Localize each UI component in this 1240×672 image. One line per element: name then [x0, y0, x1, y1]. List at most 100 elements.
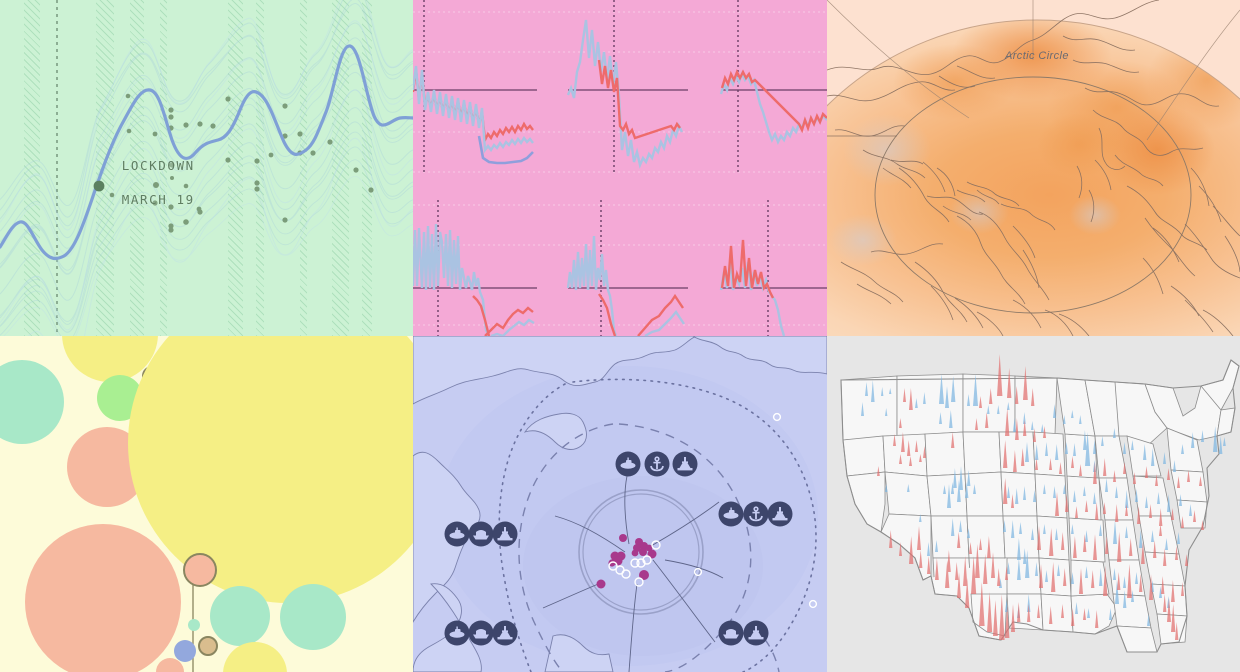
- graticule: [827, 0, 1240, 141]
- bubble[interactable]: [210, 586, 270, 646]
- arctic-circle-line: [874, 76, 1192, 314]
- panel-lockdown-mobility: LOCKDOWN MARCH 19: [0, 0, 413, 336]
- series-red-recovery: [637, 293, 684, 336]
- series-blue-flat: [477, 135, 534, 165]
- lockdown-annotation-line1: LOCKDOWN: [121, 158, 195, 173]
- bubble[interactable]: [67, 427, 147, 507]
- series-red: [598, 293, 617, 336]
- bubble[interactable]: [183, 553, 217, 587]
- dispute-ring-inner: [582, 493, 700, 611]
- spikes-blue: [861, 374, 1226, 626]
- bubble[interactable]: [156, 658, 184, 672]
- icon-group-southeast: [718, 620, 769, 646]
- hatch-band: [256, 0, 264, 336]
- bubble[interactable]: [223, 642, 287, 672]
- lockdown-annotation: LOCKDOWN MARCH 19: [67, 140, 195, 225]
- globe-surface: [827, 20, 1240, 336]
- bubble[interactable]: [280, 584, 346, 650]
- icon-group-west: [444, 521, 518, 547]
- badge-anchor[interactable]: [644, 451, 670, 477]
- badge-submarine[interactable]: [615, 451, 641, 477]
- badge-oil-rig[interactable]: [767, 501, 793, 527]
- uncertainty-lines: [0, 0, 413, 336]
- bubble[interactable]: [0, 360, 64, 444]
- badge-oil-rig[interactable]: [492, 620, 518, 646]
- facet-6: [719, 200, 827, 336]
- primary-mobility-line: [0, 44, 413, 261]
- series-red: [597, 59, 681, 140]
- facet-1: [413, 0, 537, 172]
- badge-ship[interactable]: [468, 620, 494, 646]
- bubbles: [0, 336, 413, 672]
- bubble[interactable]: [174, 640, 196, 662]
- leader-lines: [542, 475, 724, 672]
- badge-oil-rig[interactable]: [743, 620, 769, 646]
- lockdown-marker-dot: [93, 180, 105, 192]
- national-outline: [840, 359, 1240, 653]
- city-scatter-points: [109, 93, 374, 233]
- landmasses: [413, 336, 827, 672]
- lockdown-annotation-line2: MARCH 19: [121, 192, 195, 207]
- coastlines: [827, 0, 1240, 336]
- claim-boundary-west: [518, 423, 614, 672]
- small-multiples-svg: [413, 0, 827, 336]
- bubble[interactable]: [62, 336, 158, 382]
- series-red: [472, 295, 491, 336]
- badge-oil-rig[interactable]: [492, 521, 518, 547]
- arctic-circle-label: Arctic Circle: [1005, 50, 1069, 62]
- dispute-ring-outer: [578, 489, 704, 615]
- panel-south-china-sea: [413, 336, 827, 672]
- bubble-chart-svg: [0, 336, 413, 672]
- badge-ship[interactable]: [718, 620, 744, 646]
- hatch-band: [160, 0, 167, 336]
- bubble[interactable]: [188, 619, 200, 631]
- panel-small-multiples: [413, 0, 827, 336]
- us-spike-map-svg: [840, 354, 1240, 653]
- badge-submarine[interactable]: [718, 501, 744, 527]
- hatch-band: [332, 0, 349, 336]
- spikes-red: [877, 354, 1204, 640]
- facet-4: [413, 200, 537, 336]
- series-blue: [566, 235, 618, 336]
- series-red: [720, 69, 827, 134]
- bubble[interactable]: [198, 636, 218, 656]
- panel-us-county-spikes: [827, 336, 1240, 672]
- badge-submarine[interactable]: [444, 521, 470, 547]
- uncertainty-lines-secondary: [0, 0, 413, 336]
- series-blue: [566, 19, 684, 169]
- nine-dash-line: [572, 378, 817, 672]
- county-spikes: [861, 354, 1226, 640]
- incident-points[interactable]: [596, 534, 657, 589]
- icon-group-southwest: [444, 620, 518, 646]
- hatch-band: [24, 0, 40, 336]
- panel-bankruptcy-bubbles: Hertz J.C. Penney: [0, 336, 413, 672]
- bubble[interactable]: [97, 375, 143, 421]
- series-red: [720, 239, 775, 299]
- icon-group-north: [615, 451, 698, 477]
- claim-boundary: [618, 423, 752, 672]
- facet-2: [566, 0, 688, 172]
- badge-ship[interactable]: [468, 521, 494, 547]
- series-blue: [413, 65, 534, 154]
- hatch-band: [130, 0, 144, 336]
- series-red-recovery: [484, 306, 534, 336]
- south-china-sea-svg: [413, 336, 827, 672]
- series-blue-recovery: [644, 309, 685, 336]
- badge-anchor[interactable]: [743, 501, 769, 527]
- hollow-incident-points[interactable]: [608, 412, 818, 609]
- badge-submarine[interactable]: [444, 620, 470, 646]
- series-blue-recovery: [490, 318, 535, 336]
- badge-oil-rig[interactable]: [672, 451, 698, 477]
- hatch-band: [362, 0, 372, 336]
- icon-group-east: [718, 501, 793, 527]
- facet-5: [566, 200, 688, 336]
- bubble-hertz[interactable]: [128, 336, 413, 603]
- globe-limb: [827, 19, 1240, 107]
- bubble-jcpenney[interactable]: [25, 524, 181, 672]
- facet-3: [719, 0, 827, 172]
- lockdown-chart-svg: [0, 0, 413, 336]
- panel-arctic-temperature: Arctic Circle: [827, 0, 1240, 336]
- arctic-map-svg: [827, 0, 1240, 336]
- series-blue: [413, 223, 491, 336]
